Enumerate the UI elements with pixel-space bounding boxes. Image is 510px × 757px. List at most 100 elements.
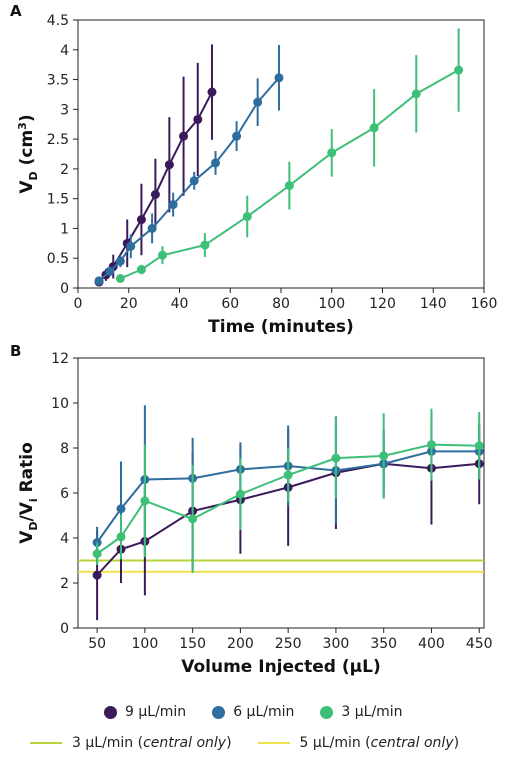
- y-tick-label-a-3: 3: [60, 102, 69, 118]
- x-tick-label-b-50: 50: [88, 636, 106, 652]
- y-title-sup-a: 3: [16, 122, 29, 130]
- data-point-a-c9-8: [193, 114, 203, 124]
- x-tick-label-a-20: 20: [120, 296, 138, 312]
- legend-marker-6: [212, 705, 226, 719]
- x-tick-label-b-350: 350: [370, 636, 397, 652]
- data-area-a: [94, 28, 464, 287]
- data-point-a-c3-2: [157, 250, 167, 260]
- y-tick-label-a-3.5: 3.5: [47, 73, 69, 89]
- y-title-rest-a: (cm: [17, 130, 37, 171]
- x-tick-label-b-450: 450: [466, 636, 493, 652]
- data-point-b-c3-8: [426, 440, 436, 450]
- y-tick-label-b-0: 0: [60, 621, 69, 637]
- legend-row-central: 3 µL/min ( central only) 5 µL/min (centra…: [30, 735, 459, 751]
- data-point-a-c6-1: [105, 266, 115, 276]
- x-axis-title-a: Time (minutes): [208, 317, 354, 337]
- legend-row-rates: 9 µL/min 6 µL/min 3 µL/min: [104, 704, 403, 720]
- legend-label-central-3-main: 3 µL/min (: [72, 735, 144, 751]
- y-tick-label-a-1: 1: [60, 221, 69, 237]
- data-point-b-c3-4: [235, 489, 245, 499]
- data-point-a-c6-5: [168, 200, 178, 210]
- legend-line-central-5: [257, 742, 290, 744]
- x-tick-label-b-150: 150: [179, 636, 206, 652]
- data-area-b: [78, 405, 484, 621]
- data-point-a-c9-9: [207, 87, 217, 97]
- legend-label-3: 3 µL/min: [341, 704, 403, 720]
- data-point-b-c3-0: [92, 549, 102, 559]
- y-tick-label-b-6: 6: [60, 486, 69, 502]
- y-tick-label-a-4.5: 4.5: [47, 13, 69, 29]
- y-tick-label-a-2: 2: [60, 162, 69, 178]
- plot-frame-b: [77, 357, 485, 629]
- y-tick-label-b-8: 8: [60, 441, 69, 457]
- x-tick-label-b-100: 100: [132, 636, 159, 652]
- data-point-b-c6-1: [116, 504, 126, 514]
- y-tick-label-a-0: 0: [60, 281, 69, 297]
- data-point-a-c6-7: [211, 158, 221, 168]
- data-point-a-c6-4: [147, 223, 157, 233]
- data-point-a-c3-9: [454, 65, 464, 75]
- x-tick-label-a-100: 100: [318, 296, 345, 312]
- data-point-a-c6-0: [94, 276, 104, 286]
- series-line-a-c6: [98, 77, 280, 282]
- panel-a: A 0 20 40 60 80 100 120 140 160 0 0.5 1 1.5 2 2.5 3 3.5 4 4…: [10, 2, 497, 337]
- data-point-a-c6-6: [189, 176, 199, 186]
- data-point-b-c3-5: [283, 470, 293, 480]
- x-tick-label-b-400: 400: [418, 636, 445, 652]
- y-title-sub-a: D: [27, 171, 40, 180]
- y-axis-title-a: VD (cm3): [16, 114, 40, 193]
- data-point-a-c3-5: [284, 181, 294, 191]
- x-tick-label-a-120: 120: [369, 296, 396, 312]
- legend-label-central-5-main: 5 µL/min (: [299, 735, 371, 751]
- x-tick-label-a-60: 60: [221, 296, 239, 312]
- y-tick-label-b-12: 12: [51, 351, 69, 367]
- y-tick-label-a-4: 4: [60, 43, 69, 59]
- series-line-b-c6: [96, 450, 480, 544]
- data-point-b-c3-9: [474, 441, 484, 451]
- x-tick-label-a-40: 40: [171, 296, 189, 312]
- legend-label-central-5-end: ): [453, 735, 460, 751]
- y-tick-label-a-1.5: 1.5: [47, 192, 69, 208]
- panel-b: B 50 100 150 200 250 300 350 400 450 0 2 4 6 8 10 12 Volu…: [10, 342, 493, 677]
- data-point-a-c6-2: [115, 256, 125, 266]
- y-title-end-b: Ratio: [17, 442, 37, 498]
- data-point-a-c3-7: [369, 123, 379, 133]
- data-point-a-c6-8: [232, 131, 242, 141]
- legend-label-central-5: 5 µL/min (central only): [300, 735, 460, 751]
- data-point-b-c3-3: [188, 514, 198, 524]
- data-point-a-c9-6: [164, 160, 174, 170]
- data-point-a-c3-4: [242, 212, 252, 222]
- plot-frame-a: [77, 19, 485, 289]
- y-tick-label-b-4: 4: [60, 531, 69, 547]
- y-title-sub2-b: i: [27, 498, 40, 502]
- x-tick-label-b-250: 250: [275, 636, 302, 652]
- panel-letter-b: B: [10, 342, 21, 360]
- legend-label-central-3-end: ): [226, 735, 232, 751]
- y-tick-label-a-2.5: 2.5: [47, 132, 69, 148]
- x-tick-label-b-200: 200: [227, 636, 254, 652]
- legend-marker-3: [320, 705, 334, 719]
- data-point-b-c3-1: [116, 532, 126, 542]
- y-title-main-b: V: [17, 530, 37, 544]
- y-tick-label-b-10: 10: [51, 396, 69, 412]
- x-tick-label-a-0: 0: [74, 296, 83, 312]
- data-point-a-c3-6: [327, 148, 337, 158]
- data-point-b-c9-0: [92, 570, 102, 580]
- data-point-b-c3-6: [331, 453, 341, 463]
- y-title-end-a: ): [17, 114, 37, 122]
- legend-label-6: 6 µL/min: [233, 704, 295, 720]
- data-point-a-c6-3: [126, 241, 136, 251]
- series-line-b-c9: [96, 462, 480, 576]
- data-point-b-c3-2: [140, 496, 150, 506]
- x-tick-label-a-160: 160: [471, 296, 498, 312]
- legend-label-central-5-italic: central only: [370, 735, 454, 751]
- data-point-a-c9-5: [150, 189, 160, 199]
- panel-letter-a: A: [10, 2, 22, 20]
- series-line-a-c3: [119, 69, 460, 280]
- data-point-a-c3-8: [411, 89, 421, 99]
- data-point-a-c9-4: [136, 215, 146, 225]
- x-tick-label-a-80: 80: [272, 296, 290, 312]
- x-tick-label-b-300: 300: [323, 636, 350, 652]
- data-point-b-c3-7: [379, 451, 389, 461]
- x-tick-label-a-140: 140: [420, 296, 447, 312]
